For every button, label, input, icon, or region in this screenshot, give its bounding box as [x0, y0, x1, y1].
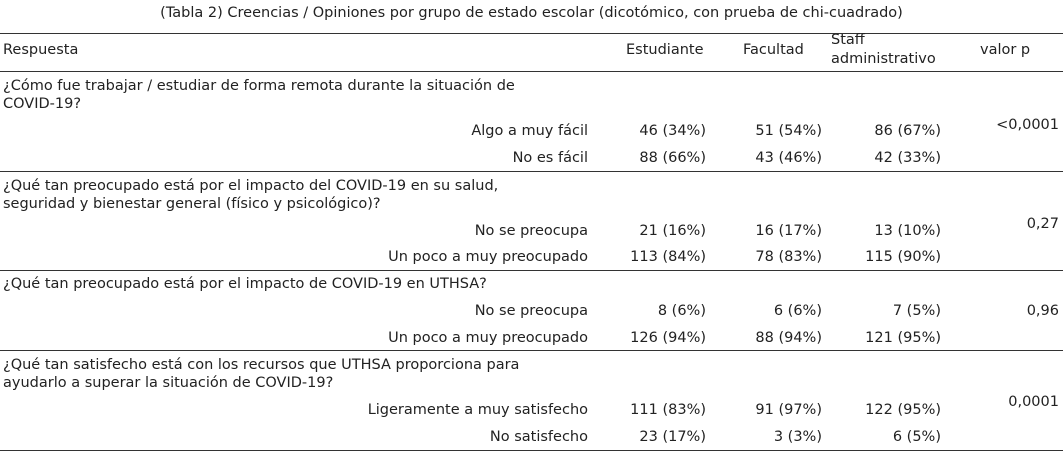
cell-facultad: 88 (94%) [755, 330, 822, 346]
section-rule [0, 171, 1063, 172]
question-text: ¿Cómo fue trabajar / estudiar de forma r… [3, 78, 515, 112]
cell-estudiante: 46 (34%) [639, 123, 706, 139]
response-label: Ligeramente a muy satisfecho [367, 402, 588, 418]
section-rule [0, 350, 1063, 351]
cell-estudiante: 111 (83%) [630, 402, 706, 418]
response-label: No se preocupa [474, 303, 588, 319]
cell-facultad: 6 (6%) [773, 303, 822, 319]
header-staff-line2: administrativo [831, 51, 936, 67]
cell-estudiante: 113 (84%) [630, 249, 706, 265]
response-label: Algo a muy fácil [471, 123, 588, 139]
header-pvalue: valor p [980, 42, 1031, 58]
cell-staff: 42 (33%) [874, 150, 941, 166]
cell-estudiante: 88 (66%) [639, 150, 706, 166]
cell-estudiante: 21 (16%) [639, 223, 706, 239]
question-text: ¿Qué tan preocupado está por el impacto … [3, 178, 499, 212]
header-facultad: Facultad [743, 42, 804, 58]
header-staff-line1: Staff [831, 32, 865, 48]
table-top-rule [0, 33, 1063, 34]
question-text: ¿Qué tan preocupado está por el impacto … [3, 276, 487, 292]
response-label: No se preocupa [474, 223, 588, 239]
cell-facultad: 78 (83%) [755, 249, 822, 265]
table-caption: (Tabla 2) Creencias / Opiniones por grup… [160, 5, 903, 21]
response-label: Un poco a muy preocupado [388, 249, 588, 265]
header-rule [0, 71, 1063, 72]
response-label: No es fácil [512, 150, 588, 166]
cell-staff: 121 (95%) [865, 330, 941, 346]
cell-staff: 13 (10%) [874, 223, 941, 239]
cell-staff: 122 (95%) [865, 402, 941, 418]
cell-staff: 7 (5%) [892, 303, 941, 319]
cell-facultad: 3 (3%) [773, 429, 822, 445]
cell-estudiante: 8 (6%) [657, 303, 706, 319]
header-respuesta: Respuesta [3, 42, 79, 58]
question-text: ¿Qué tan satisfecho está con los recurso… [3, 357, 520, 391]
response-label: Un poco a muy preocupado [388, 330, 588, 346]
pvalue-cell: 0,96 [1026, 303, 1059, 319]
cell-facultad: 16 (17%) [755, 223, 822, 239]
cell-staff: 6 (5%) [892, 429, 941, 445]
cell-estudiante: 23 (17%) [639, 429, 706, 445]
cell-facultad: 43 (46%) [755, 150, 822, 166]
section-rule [0, 270, 1063, 271]
pvalue-cell: <0,0001 [996, 117, 1059, 133]
cell-facultad: 91 (97%) [755, 402, 822, 418]
response-label: No satisfecho [489, 429, 588, 445]
pvalue-cell: 0,27 [1026, 216, 1059, 232]
cell-staff: 86 (67%) [874, 123, 941, 139]
table-bottom-rule [0, 450, 1063, 451]
header-estudiante: Estudiante [626, 42, 704, 58]
cell-staff: 115 (90%) [865, 249, 941, 265]
cell-estudiante: 126 (94%) [630, 330, 706, 346]
cell-facultad: 51 (54%) [755, 123, 822, 139]
pvalue-cell: 0,0001 [1008, 394, 1059, 410]
